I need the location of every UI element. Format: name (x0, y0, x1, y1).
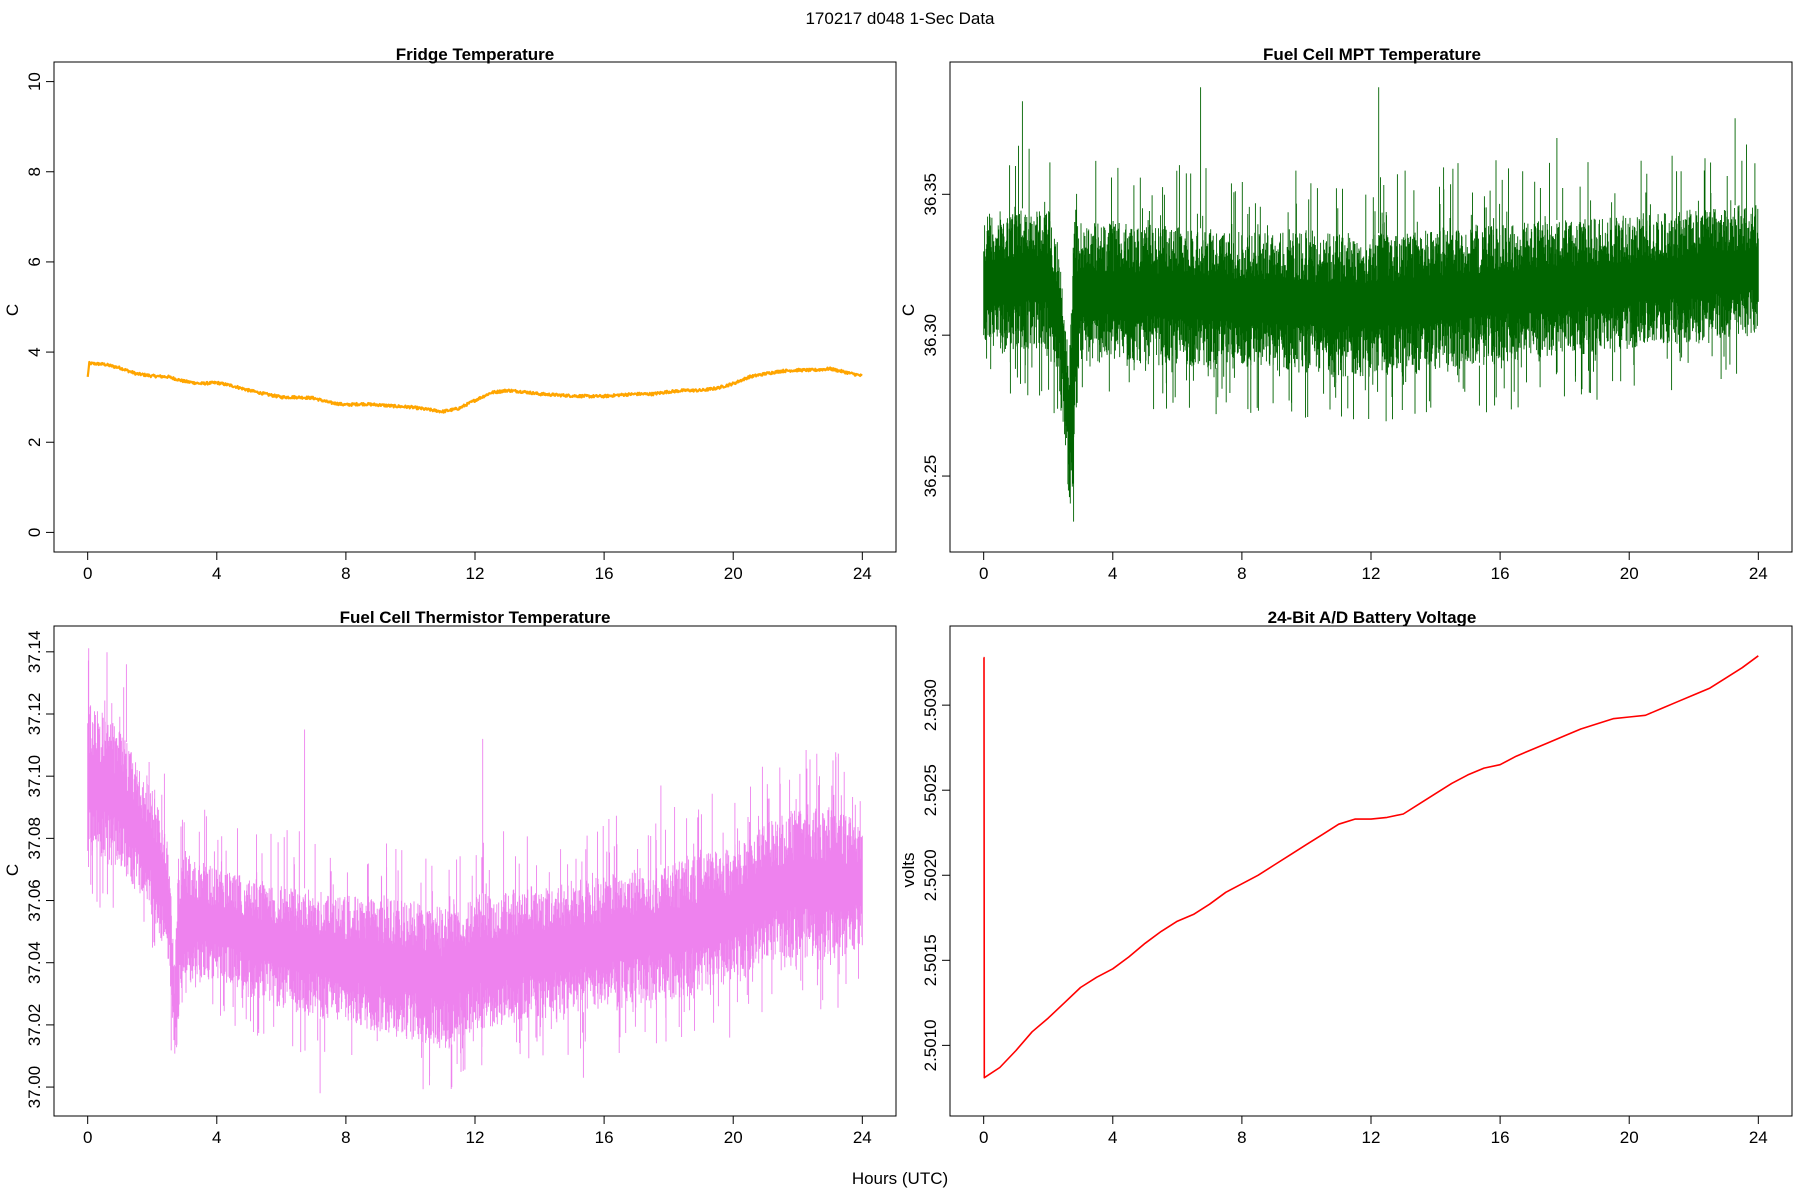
y-tick-label: 4 (25, 347, 44, 356)
y-axis-label: C (899, 304, 918, 316)
x-axis: 0 4 8 12 16 20 24 (83, 1115, 872, 1147)
y-tick-label: 6 (25, 257, 44, 266)
x-tick-label: 8 (1237, 564, 1246, 583)
x-axis: 0 4 8 12 16 20 24 (83, 551, 872, 583)
x-axis: 0 4 8 12 16 20 24 (979, 1115, 1768, 1147)
y-tick-label: 37.04 (25, 941, 44, 984)
x-tick-label: 8 (1237, 1128, 1246, 1147)
y-tick-label: 37.02 (25, 1004, 44, 1047)
x-tick-label: 16 (595, 1128, 614, 1147)
panel-title: 24-Bit A/D Battery Voltage (1268, 608, 1477, 627)
x-tick-label: 12 (466, 564, 485, 583)
y-axis: 2.5010 2.5015 2.5020 2.5025 2.5030 (921, 679, 951, 1071)
y-tick-label: 0 (25, 528, 44, 537)
x-tick-label: 20 (724, 1128, 743, 1147)
panel-title: Fridge Temperature (396, 45, 554, 64)
y-tick-label: 36.35 (921, 173, 940, 216)
x-tick-label: 16 (1491, 564, 1510, 583)
y-tick-label: 2.5015 (921, 934, 940, 986)
series-band (87, 648, 863, 1094)
x-tick-label: 12 (1362, 564, 1381, 583)
x-tick-label: 0 (979, 564, 988, 583)
x-tick-label: 8 (341, 564, 350, 583)
y-tick-label: 2.5020 (921, 849, 940, 901)
y-tick-label: 36.30 (921, 314, 940, 357)
series-line (983, 655, 1759, 1079)
y-tick-label: 37.14 (25, 631, 44, 674)
x-tick-label: 24 (853, 1128, 872, 1147)
series-line (86, 360, 863, 414)
x-tick-label: 20 (1620, 564, 1639, 583)
x-tick-label: 4 (1108, 1128, 1117, 1147)
y-tick-label: 10 (25, 72, 44, 91)
y-tick-label: 2.5025 (921, 764, 940, 816)
x-tick-label: 24 (853, 564, 872, 583)
plot-frame (53, 61, 897, 553)
x-tick-label: 8 (341, 1128, 350, 1147)
fuel-cell-mpt-temperature-panel: Fuel Cell MPT Temperature C 0 4 8 12 16 20 24 3… (899, 45, 1793, 583)
y-axis-label: C (3, 304, 22, 316)
x-tick-label: 24 (1749, 1128, 1768, 1147)
x-tick-label: 0 (979, 1128, 988, 1147)
y-axis: 36.25 36.30 36.35 (921, 173, 951, 498)
x-axis: 0 4 8 12 16 20 24 (979, 551, 1768, 583)
x-tick-label: 12 (1362, 1128, 1381, 1147)
panel-title: Fuel Cell MPT Temperature (1263, 45, 1481, 64)
figure-title: 170217 d048 1-Sec Data (805, 9, 995, 28)
x-tick-label: 12 (466, 1128, 485, 1147)
y-tick-label: 37.06 (25, 879, 44, 922)
y-tick-label: 8 (25, 167, 44, 176)
y-tick-label: 36.25 (921, 455, 940, 498)
x-tick-label: 16 (595, 564, 614, 583)
x-tick-label: 20 (724, 564, 743, 583)
x-tick-label: 4 (1108, 564, 1117, 583)
x-tick-label: 0 (83, 564, 92, 583)
y-tick-label: 37.00 (25, 1066, 44, 1109)
panel-title: Fuel Cell Thermistor Temperature (340, 608, 611, 627)
figure-xlabel: Hours (UTC) (852, 1169, 948, 1188)
x-tick-label: 4 (212, 1128, 221, 1147)
plot-frame (949, 625, 1793, 1117)
y-axis-label: C (3, 864, 22, 876)
y-tick-label: 2.5030 (921, 679, 940, 731)
x-tick-label: 0 (83, 1128, 92, 1147)
y-axis-label: volts (899, 853, 918, 888)
x-tick-label: 4 (212, 564, 221, 583)
series-band (983, 87, 1759, 522)
y-tick-label: 37.08 (25, 817, 44, 860)
x-tick-label: 16 (1491, 1128, 1510, 1147)
x-tick-label: 24 (1749, 564, 1768, 583)
y-tick-label: 37.12 (25, 693, 44, 736)
y-axis: 37.00 37.02 37.04 37.06 37.08 37.10 37.12 37.14 (25, 631, 55, 1109)
y-axis: 0 2 4 6 8 10 (25, 72, 55, 537)
y-tick-label: 37.10 (25, 755, 44, 798)
x-tick-label: 20 (1620, 1128, 1639, 1147)
y-tick-label: 2 (25, 438, 44, 447)
y-tick-label: 2.5010 (921, 1019, 940, 1071)
battery-voltage-panel: 24-Bit A/D Battery Voltage volts 0 4 8 12 16… (899, 608, 1793, 1147)
fuel-cell-thermistor-temperature-panel: Fuel Cell Thermistor Temperature C 0 4 8 12… (3, 608, 897, 1147)
